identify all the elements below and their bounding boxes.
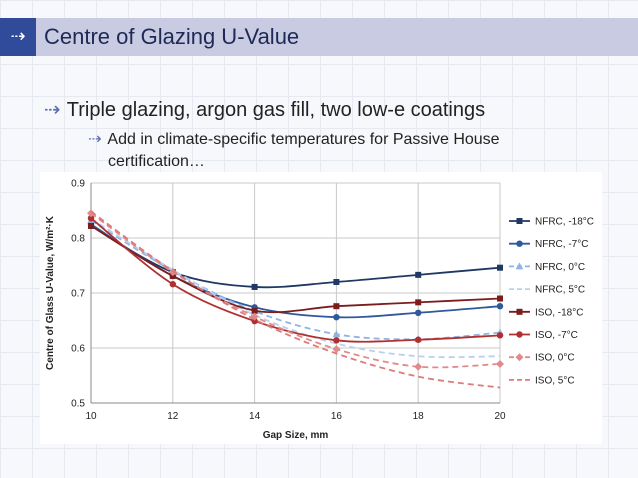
legend-label: ISO, -18°C bbox=[535, 307, 583, 318]
series-1-point bbox=[497, 264, 503, 271]
series-7-point bbox=[496, 359, 504, 368]
series-line-4 bbox=[90, 217, 501, 359]
legend-marker bbox=[515, 262, 524, 270]
dotted-arrow-icon: ⇢ bbox=[0, 18, 36, 56]
y-tick-label: 0.6 bbox=[71, 344, 85, 355]
y-tick-label: 0.7 bbox=[71, 289, 85, 300]
legend-label: ISO, 0°C bbox=[535, 353, 575, 364]
series-line-5 bbox=[90, 225, 501, 314]
series-6-point bbox=[169, 281, 176, 288]
series-6-point bbox=[87, 215, 95, 222]
legend-label: NFRC, 5°C bbox=[535, 285, 585, 296]
series-line-7 bbox=[90, 212, 501, 369]
series-1-point bbox=[251, 283, 258, 290]
series-5-point bbox=[251, 307, 258, 314]
x-tick-label: 20 bbox=[494, 411, 506, 422]
legend-label: ISO, -7°C bbox=[535, 330, 578, 341]
legend-label: ISO, 5°C bbox=[535, 375, 575, 386]
x-tick-label: 10 bbox=[85, 411, 97, 422]
y-axis-label: Centre of Glass U-Value, W/m²·K bbox=[45, 215, 56, 370]
bullet-arrow-icon: ⇢ bbox=[88, 129, 102, 148]
series-2-point bbox=[496, 303, 504, 310]
series-6-point bbox=[333, 337, 340, 344]
legend-label: NFRC, -7°C bbox=[535, 239, 588, 250]
series-2-point bbox=[415, 309, 422, 316]
series-7-point bbox=[168, 268, 177, 277]
series-2-point bbox=[333, 314, 340, 321]
series-7-point bbox=[332, 345, 341, 354]
series-5-point bbox=[415, 299, 422, 306]
series-1-point bbox=[415, 271, 422, 278]
x-tick-label: 16 bbox=[331, 411, 343, 422]
series-5-point bbox=[88, 222, 94, 229]
series-line-6 bbox=[90, 217, 501, 343]
page-title: Centre of Glazing U-Value bbox=[44, 24, 300, 49]
y-tick-label: 0.5 bbox=[71, 399, 85, 410]
series-line-1 bbox=[90, 225, 501, 289]
bullet-level2: ⇢ Add in climate-specific temperatures fo… bbox=[88, 128, 500, 173]
legend-marker bbox=[516, 218, 523, 224]
legend-marker bbox=[515, 353, 524, 362]
series-line-8 bbox=[90, 210, 501, 389]
legend-marker bbox=[516, 308, 523, 315]
bullet-level1-text: Triple glazing, argon gas fill, two low-… bbox=[66, 99, 486, 121]
x-tick-label: 12 bbox=[167, 411, 179, 422]
x-tick-label: 14 bbox=[249, 411, 261, 422]
series-5-point bbox=[333, 303, 340, 310]
bullet-arrow-icon: ⇢ bbox=[44, 97, 61, 121]
series-3-point bbox=[332, 330, 341, 338]
bullet-level2-text-line1: Add in climate-specific temperatures for… bbox=[107, 131, 500, 148]
series-1-point bbox=[333, 279, 340, 285]
y-tick-label: 0.8 bbox=[71, 234, 85, 245]
legend-label: NFRC, -18°C bbox=[535, 217, 594, 228]
bullet-level1: ⇢ Triple glazing, argon gas fill, two low… bbox=[44, 97, 485, 122]
legend-marker bbox=[516, 240, 523, 247]
series-6-point bbox=[415, 336, 422, 343]
bullet-level2-text-line2: certification… bbox=[108, 153, 205, 170]
title-bar: ⇢ Centre of Glazing U-Value bbox=[0, 18, 638, 56]
legend-marker bbox=[516, 331, 523, 338]
series-7-point bbox=[87, 209, 95, 218]
y-tick-label: 0.9 bbox=[71, 179, 85, 190]
x-axis-label: Gap Size, mm bbox=[263, 430, 329, 441]
legend-label: NFRC, 0°C bbox=[535, 262, 585, 273]
series-7-point bbox=[414, 362, 423, 371]
series-6-point bbox=[496, 332, 504, 339]
series-5-point bbox=[497, 295, 503, 302]
x-tick-label: 18 bbox=[413, 411, 425, 422]
